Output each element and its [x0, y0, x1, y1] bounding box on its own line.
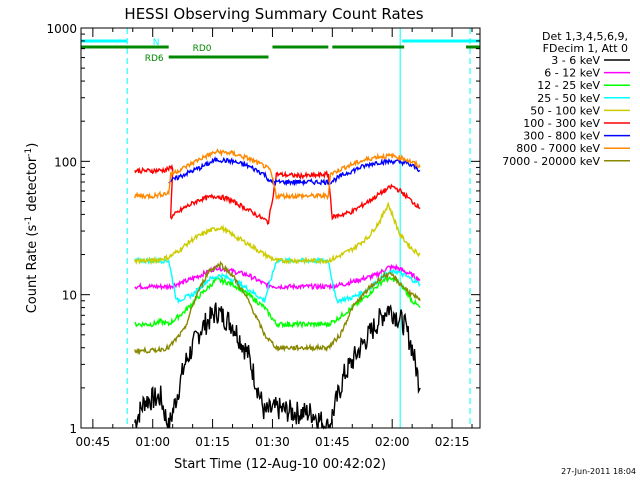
x-tick-label-0: 00:45: [76, 435, 111, 449]
legend-header-0: Det 1,3,4,5,6,9,: [542, 30, 628, 43]
legend-label-5: 50 - 100 keV: [530, 104, 600, 117]
series-line-2: [134, 263, 421, 291]
vertical-markers: [80, 28, 471, 428]
x-tick-label-6: 02:15: [435, 435, 470, 449]
x-axis: 00:45 01:00 01:15 01:30 01:45 02:00 02:15: [76, 28, 473, 449]
series-line-1: [134, 302, 421, 430]
legend-label-4: 25 - 50 keV: [537, 92, 600, 105]
y-axis-label-mid: detector: [25, 156, 40, 216]
y-tick-label-1: 10: [62, 289, 77, 303]
y-axis-label-sup1: -1: [24, 216, 34, 225]
legend: Det 1,3,4,5,6,9,FDecim 1, Att 03 - 6 keV…: [502, 30, 630, 168]
series-layer: [134, 148, 421, 430]
x-tick-label-2: 01:15: [195, 435, 230, 449]
state-bar-label-n: N: [153, 38, 160, 48]
x-tick-label-5: 02:00: [375, 435, 410, 449]
plot-frame: [80, 27, 481, 429]
y-axis-label-sup2: -1: [24, 148, 34, 157]
y-axis-label-main: Count Rate (s: [25, 225, 40, 314]
x-tick-label-3: 01:30: [255, 435, 290, 449]
x-tick-label-4: 01:45: [315, 435, 350, 449]
x-axis-label: Start Time (12-Aug-10 00:42:02): [174, 457, 386, 472]
series-line-8: [134, 148, 421, 201]
y-axis: 1 10 100 1000: [46, 22, 480, 436]
state-bar-label-rd0: RD0: [193, 44, 212, 54]
series-line-5: [134, 201, 421, 266]
legend-label-1: 3 - 6 keV: [551, 54, 600, 67]
y-axis-label-end: ): [25, 143, 40, 148]
chart-title: HESSI Observing Summary Count Rates: [124, 5, 423, 23]
y-tick-label-3: 1000: [46, 22, 77, 36]
legend-label-6: 100 - 300 keV: [523, 117, 600, 130]
state-bar-label-rd6: RD6: [145, 54, 164, 64]
y-tick-label-2: 100: [54, 155, 77, 169]
legend-label-3: 12 - 25 keV: [537, 79, 600, 92]
footer-date: 27-Jun-2011 18:04: [561, 467, 636, 476]
legend-label-9: 7000 - 20000 keV: [502, 155, 600, 168]
series-line-7: [168, 156, 421, 187]
x-tick-label-1: 01:00: [135, 435, 170, 449]
series-line-3: [134, 276, 421, 329]
legend-label-7: 300 - 800 keV: [523, 130, 600, 143]
legend-label-8: 800 - 7000 keV: [516, 142, 600, 155]
legend-label-2: 6 - 12 keV: [544, 67, 600, 80]
series-line-9: [134, 260, 421, 356]
y-axis-label: Count Rate (s-1 detector-1): [24, 143, 40, 314]
legend-header-1: FDecim 1, Att 0: [543, 42, 628, 55]
state-bars: N RD0 RD6: [81, 38, 480, 64]
y-tick-label-0: 1: [69, 422, 77, 436]
series-line-6: [134, 163, 421, 225]
